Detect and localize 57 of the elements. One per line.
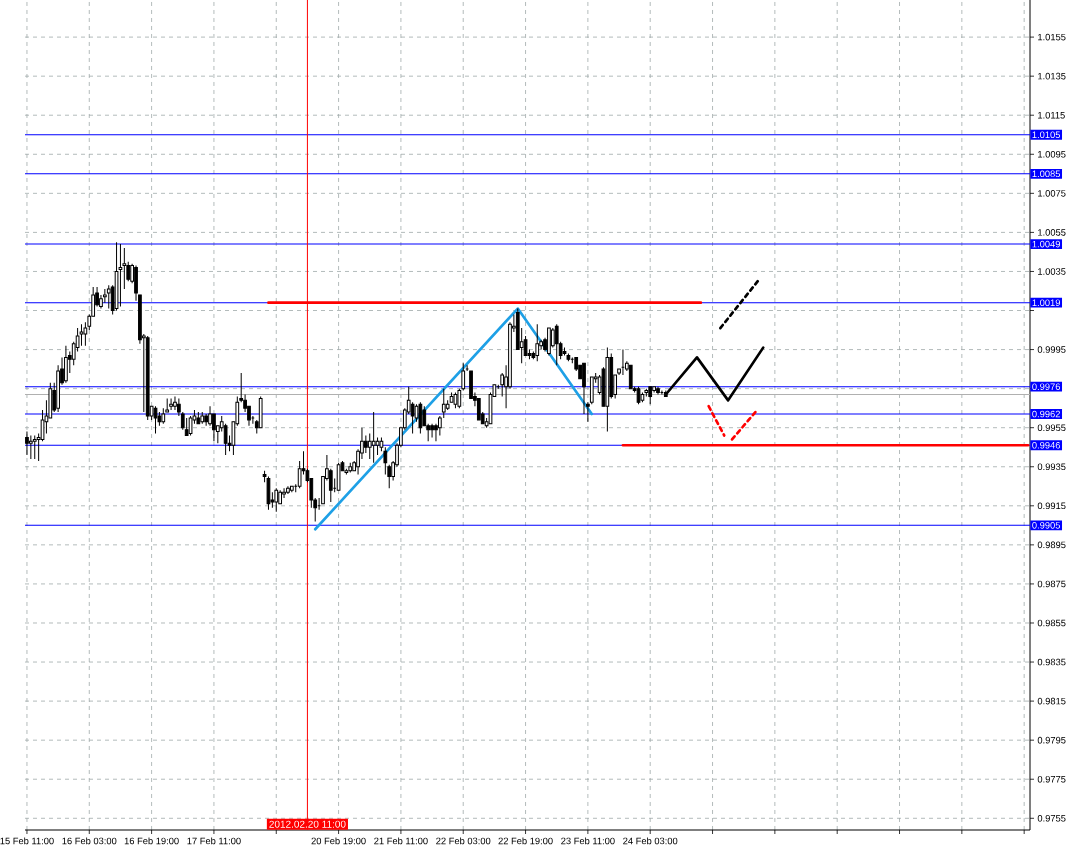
y-tick-label: 1.0035 (1038, 268, 1066, 275)
x-tick-label: 15 Feb 11:00 (0, 837, 54, 845)
candlestick (582, 362, 586, 415)
y-tick-label: 1.0115 (1038, 111, 1065, 119)
y-tick-label: 0.9915 (1037, 502, 1066, 510)
y-tick-label: 0.9755 (1037, 814, 1066, 822)
y-tick-label: 0.9815 (1037, 697, 1066, 705)
ref-line-label: 0.9946 (1032, 441, 1060, 449)
y-tick-label: 0.9935 (1037, 463, 1066, 471)
y-tick-label: 0.9995 (1037, 346, 1066, 353)
candlestick (461, 362, 466, 392)
x-tick-label: 16 Feb 03:00 (62, 837, 117, 845)
ref-line-label: 1.0019 (1032, 299, 1060, 306)
candlestick (554, 323, 559, 366)
candlestick (371, 411, 376, 464)
ref-line-label: 0.9905 (1032, 522, 1061, 529)
x-tick-label: 22 Feb 03:00 (436, 837, 491, 845)
y-tick-label: 1.0135 (1038, 72, 1066, 80)
y-tick-label: 0.9835 (1037, 658, 1066, 666)
ref-line-label: 0.9962 (1032, 410, 1060, 418)
candlestick (118, 243, 123, 308)
candlestick (457, 388, 462, 409)
candlestick (64, 345, 68, 384)
candlestick (25, 431, 29, 456)
candlestick (169, 397, 173, 411)
candlestick (535, 323, 540, 362)
y-tick-label: 0.9775 (1037, 775, 1066, 783)
candlestick (32, 435, 37, 460)
candlestick (523, 335, 528, 356)
x-tick-label: 21 Feb 11:00 (374, 837, 428, 845)
candlestick (106, 284, 111, 310)
x-tick-label: 16 Feb 19:00 (124, 837, 179, 845)
y-tick-label: 0.9955 (1037, 424, 1066, 431)
ref-line-label: 1.0105 (1032, 131, 1061, 139)
x-tick-label: 17 Feb 11:00 (187, 837, 241, 845)
x-tick-label: 2012.02.20 11:00 (269, 820, 346, 828)
x-tick-label: 23 Feb 11:00 (561, 837, 615, 845)
candlestick (422, 405, 427, 427)
y-tick-label: 1.0095 (1038, 150, 1066, 158)
y-tick-label: 1.0055 (1038, 229, 1066, 236)
candlestick (476, 397, 481, 421)
y-tick-label: 0.9795 (1037, 736, 1066, 744)
ref-line-label: 1.0049 (1032, 240, 1060, 248)
candlestick (430, 423, 434, 438)
candlestick (208, 405, 212, 427)
x-tick-label: 24 Feb 03:00 (623, 837, 678, 845)
y-tick-label: 1.0155 (1038, 33, 1066, 41)
ref-line-label: 0.9976 (1032, 383, 1060, 390)
y-tick-label: 1.0075 (1038, 190, 1066, 197)
y-tick-label: 0.9875 (1037, 580, 1066, 588)
candlestick (28, 435, 33, 460)
y-tick-label: 0.9895 (1037, 541, 1066, 549)
x-tick-label: 22 Feb 19:00 (498, 837, 553, 845)
ref-line-label: 1.0085 (1032, 170, 1061, 178)
candlestick (628, 364, 633, 390)
x-tick-label: 20 Feb 19:00 (311, 837, 366, 845)
y-tick-label: 0.9855 (1037, 619, 1066, 627)
